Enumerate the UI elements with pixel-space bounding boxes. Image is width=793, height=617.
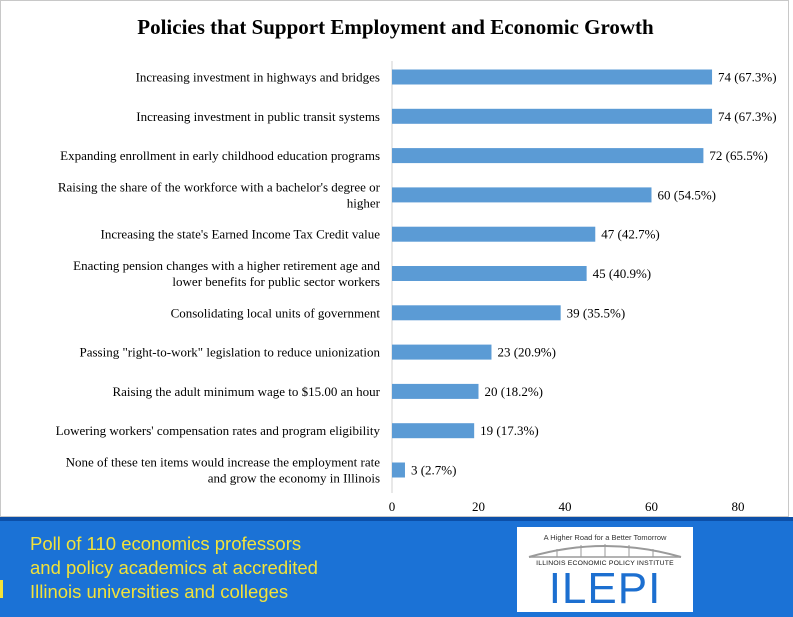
x-tick-label: 40 (559, 499, 572, 514)
data-label: 20 (18.2%) (485, 384, 544, 399)
category-label: Enacting pension changes with a higher r… (73, 258, 380, 273)
category-label: Increasing investment in highways and br… (136, 70, 380, 85)
category-label: Lowering workers' compensation rates and… (56, 423, 381, 438)
bar (392, 148, 704, 164)
bar (392, 383, 479, 399)
bar-chart: Increasing investment in highways and br… (56, 61, 777, 514)
category-label: Raising the adult minimum wage to $15.00… (112, 384, 380, 399)
category-label: None of these ten items would increase t… (66, 455, 381, 470)
x-tick-label: 0 (389, 499, 396, 514)
data-label: 60 (54.5%) (658, 187, 717, 202)
ilepi-logo: A Higher Road for a Better Tomorrow ILLI… (517, 527, 693, 612)
bridge-icon (528, 544, 682, 558)
data-label: 45 (40.9%) (593, 266, 652, 281)
chart-title: Policies that Support Employment and Eco… (137, 15, 654, 39)
category-label: Consolidating local units of government (171, 305, 381, 320)
category-label: Increasing investment in public transit … (136, 109, 380, 124)
footer-divider (0, 517, 793, 521)
category-label: lower benefits for public sector workers (172, 274, 380, 289)
category-label: Expanding enrollment in early childhood … (60, 148, 380, 163)
data-label: 3 (2.7%) (411, 463, 457, 478)
chart-panel: Policies that Support Employment and Eco… (0, 0, 789, 517)
footer-line-3: Illinois universities and colleges (30, 581, 289, 602)
x-tick-label: 60 (645, 499, 658, 514)
data-label: 74 (67.3%) (718, 70, 777, 85)
bar (392, 187, 652, 203)
logo-acronym: ILEPI (548, 564, 662, 613)
x-tick-label: 80 (732, 499, 745, 514)
data-label: 19 (17.3%) (480, 423, 539, 438)
logo-organization: ILLINOIS ECONOMIC POLICY INSTITUTE (536, 560, 674, 567)
x-tick-label: 20 (472, 499, 485, 514)
bar (392, 266, 587, 281)
category-label: and grow the economy in Illinois (208, 471, 380, 486)
bar (392, 69, 713, 85)
bar (392, 305, 561, 321)
data-label: 74 (67.3%) (718, 109, 777, 124)
footer-side-mark (0, 580, 3, 598)
bar (392, 344, 492, 360)
data-label: 39 (35.5%) (567, 305, 626, 320)
data-label: 72 (65.5%) (709, 148, 768, 163)
footer-text: Poll of 110 economics professors and pol… (30, 532, 318, 604)
bar (392, 108, 713, 124)
bar (392, 226, 596, 242)
category-label: Passing "right-to-work" legislation to r… (79, 345, 380, 360)
footer-line-2: and policy academics at accredited (30, 557, 318, 578)
logo-tagline: A Higher Road for a Better Tomorrow (543, 533, 667, 542)
category-label: Increasing the state's Earned Income Tax… (101, 227, 381, 242)
bar (392, 462, 405, 478)
bar (392, 423, 475, 439)
data-label: 23 (20.9%) (497, 345, 555, 360)
category-label: higher (347, 195, 381, 210)
category-label: Raising the share of the workforce with … (58, 179, 381, 194)
data-label: 47 (42.7%) (601, 227, 660, 242)
footer-line-1: Poll of 110 economics professors (30, 533, 302, 554)
